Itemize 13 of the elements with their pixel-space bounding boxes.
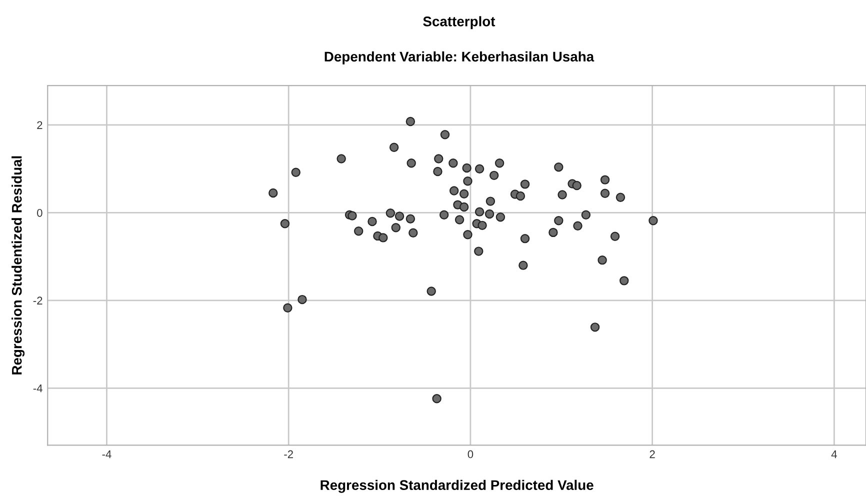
x-tick-label: -4 (102, 450, 112, 458)
y-tick-label: -4 (33, 384, 42, 392)
chart-title: Scatterplot (423, 16, 496, 30)
y-axis-title: Regression Studentized Residual (12, 156, 25, 374)
y-tick-label: 2 (37, 121, 42, 130)
x-axis-title: Regression Standardized Predicted Value (320, 480, 594, 493)
chart-subtitle: Dependent Variable: Keberhasilan Usaha (324, 51, 594, 64)
x-tick-label: -2 (284, 450, 293, 458)
x-tick-label: 4 (831, 450, 837, 458)
y-tick-label: 0 (37, 208, 42, 217)
x-tick-label: 2 (650, 450, 655, 458)
x-tick-label: 0 (468, 450, 474, 458)
y-tick-label: -2 (33, 296, 42, 304)
